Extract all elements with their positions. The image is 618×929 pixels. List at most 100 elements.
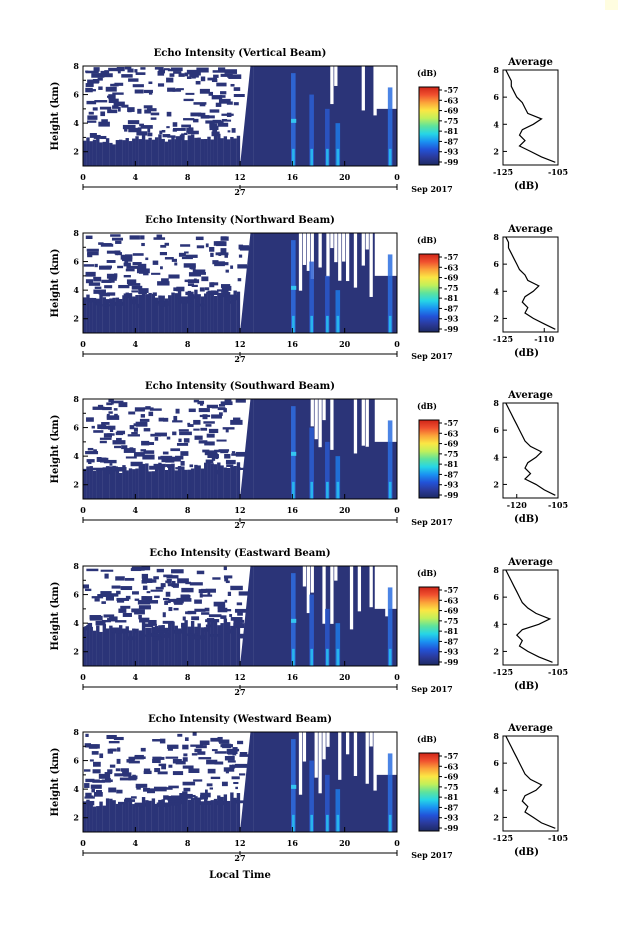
avg-y-tick-label: 8 — [493, 232, 499, 242]
avg-x-tick-label: -120 — [507, 500, 527, 510]
colorbar-tick-label: -81 — [444, 293, 458, 303]
echo-streak-core — [388, 814, 392, 832]
avg-frame — [502, 569, 559, 666]
colorbar-tick-label: -99 — [444, 490, 459, 500]
bright-spot — [291, 118, 297, 123]
echo-streak-core — [310, 315, 314, 333]
x-tick-label: 0 — [394, 505, 400, 515]
colorbar-tick-label: -87 — [444, 136, 458, 146]
x-tick-label: 0 — [80, 838, 86, 848]
date-label: Sep 2017 — [411, 684, 453, 694]
colorbar-tick-label: -93 — [444, 647, 459, 657]
colorbar-tick-label: -69 — [444, 106, 459, 116]
x-tick-label: 12 — [234, 339, 245, 349]
x-tick-label: 16 — [287, 505, 299, 515]
avg-x-tick-label: -105 — [548, 667, 568, 677]
x-tick-label: 8 — [185, 339, 191, 349]
heatmap-cells — [83, 732, 397, 832]
avg-x-title: (dB) — [514, 348, 539, 359]
avg-y-tick-label: 4 — [493, 619, 499, 629]
x-tick-label: 20 — [339, 672, 351, 682]
echo-streak — [387, 254, 393, 333]
echo-streak-core — [326, 814, 329, 832]
avg-title: Average — [507, 557, 553, 568]
y-tick-label: 8 — [73, 61, 79, 71]
avg-y-tick-label: 2 — [493, 313, 499, 323]
colorbar-unit: (dB) — [417, 734, 437, 744]
colorbar-unit: (dB) — [417, 568, 437, 578]
avg-y-tick-label: 2 — [493, 812, 499, 822]
day-label: 27 — [234, 853, 245, 863]
avg-x-tick-label: -105 — [548, 500, 568, 510]
colorbar-tick-label: -69 — [444, 273, 459, 283]
avg-x-title: (dB) — [514, 181, 539, 192]
bright-spot — [291, 618, 297, 623]
avg-y-tick-label: 4 — [493, 785, 499, 795]
colorbar-tick-label: -93 — [444, 147, 459, 157]
panel-title: Echo Intensity (Southward Beam) — [145, 381, 335, 392]
colorbar-tick-label: -69 — [444, 606, 459, 616]
y-tick-label: 4 — [73, 451, 79, 461]
avg-line — [505, 735, 556, 829]
x-tick-label: 4 — [133, 838, 139, 848]
avg-title: Average — [507, 390, 553, 401]
colorbar-tick-label: -93 — [444, 314, 459, 324]
colorbar — [418, 586, 440, 666]
y-tick-label: 8 — [73, 394, 79, 404]
colorbar-tick-label: -69 — [444, 439, 459, 449]
avg-y-tick-label: 4 — [493, 286, 499, 296]
heatmap-cells — [83, 399, 397, 499]
echo-streak — [335, 623, 341, 666]
beam-panel: Echo Intensity (Eastward Beam) Height (km… — [50, 548, 568, 697]
avg-x-tick-label: -125 — [493, 334, 513, 344]
x-tick-label: 16 — [287, 672, 299, 682]
y-tick-label: 4 — [73, 784, 79, 794]
echo-streak-core — [326, 148, 329, 166]
y-axis-title: Height (km) — [50, 582, 61, 651]
colorbar-tick-label: -99 — [444, 823, 459, 833]
avg-frame — [502, 402, 559, 499]
colorbar-tick-label: -75 — [444, 116, 458, 126]
echo-streak-core — [336, 148, 340, 166]
avg-y-tick-label: 8 — [493, 731, 499, 741]
avg-y-tick-label: 6 — [493, 758, 499, 768]
avg-title: Average — [507, 57, 553, 68]
echo-streak — [309, 594, 314, 666]
day-label: 27 — [234, 520, 245, 530]
beam-panel: Echo Intensity (Southward Beam) Height (k… — [50, 381, 568, 530]
x-tick-label: 4 — [133, 505, 139, 515]
date-label: Sep 2017 — [411, 517, 453, 527]
echo-streak-core — [388, 648, 392, 666]
echo-streak — [387, 420, 393, 499]
x-axis-title: Local Time — [209, 870, 271, 881]
date-label: Sep 2017 — [411, 184, 453, 194]
y-tick-label: 6 — [73, 756, 79, 766]
x-tick-label: 16 — [287, 838, 299, 848]
beam-panel: Echo Intensity (Westward Beam) Height (km… — [50, 714, 568, 863]
echo-streak-core — [310, 148, 314, 166]
colorbar-tick-label: -63 — [444, 262, 459, 272]
avg-line — [505, 69, 556, 163]
avg-y-tick-label: 6 — [493, 425, 499, 435]
colorbar-tick-label: -69 — [444, 772, 459, 782]
colorbar-unit: (dB) — [417, 401, 437, 411]
x-tick-label: 4 — [133, 339, 139, 349]
y-axis-title: Height (km) — [50, 415, 61, 484]
x-tick-label: 8 — [185, 172, 191, 182]
echo-streak-core — [310, 481, 314, 499]
avg-y-tick-label: 8 — [493, 398, 499, 408]
beam-panel: Echo Intensity (Vertical Beam) Height (km… — [50, 48, 568, 197]
avg-x-tick-label: -110 — [534, 334, 554, 344]
echo-streak-core — [326, 315, 329, 333]
avg-frame — [502, 236, 559, 333]
colorbar-tick-label: -75 — [444, 616, 458, 626]
bright-spot — [291, 451, 297, 456]
colorbar-tick-label: -63 — [444, 428, 459, 438]
x-tick-label: 0 — [394, 172, 400, 182]
colorbar-tick-label: -87 — [444, 802, 458, 812]
day-label: 27 — [234, 687, 245, 697]
colorbar-tick-label: -87 — [444, 469, 458, 479]
panel-title: Echo Intensity (Vertical Beam) — [154, 48, 327, 59]
x-tick-label: 16 — [287, 339, 299, 349]
y-tick-label: 2 — [73, 147, 79, 157]
